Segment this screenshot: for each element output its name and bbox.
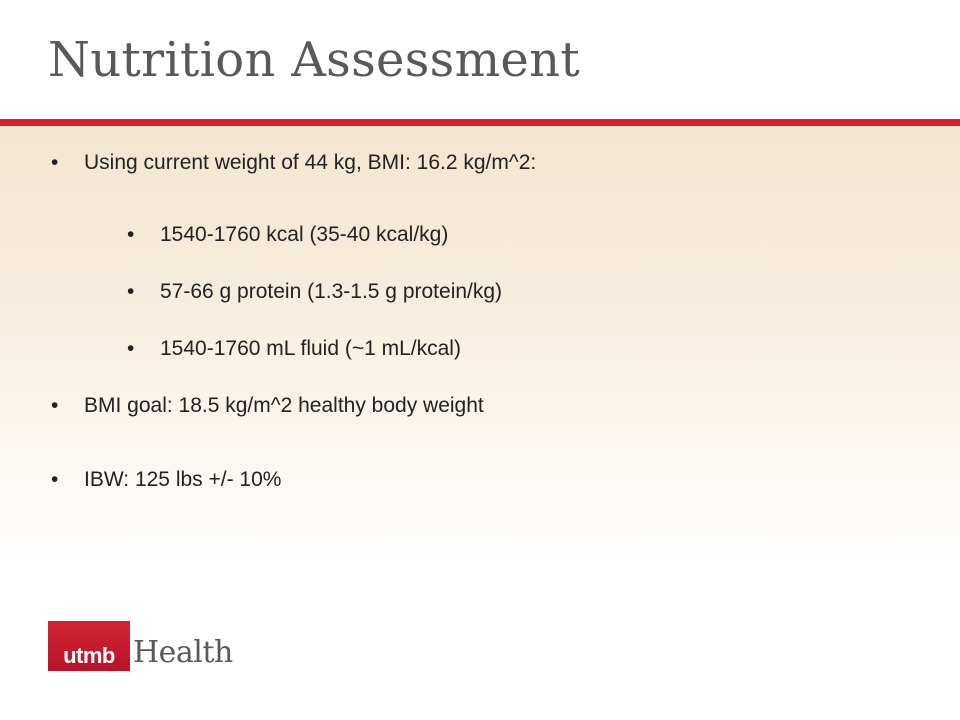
- bullet-item: • BMI goal: 18.5 kg/m^2 healthy body wei…: [51, 392, 484, 420]
- bullet-marker: •: [127, 337, 135, 360]
- content-panel: [0, 126, 960, 566]
- sub-bullet-item: • 1540-1760 kcal (35-40 kcal/kg): [127, 221, 449, 249]
- bullet-marker: •: [51, 394, 59, 417]
- logo-wordmark: Health: [133, 634, 233, 670]
- bullet-text: 1540-1760 mL fluid (~1 mL/kcal): [160, 337, 461, 360]
- bullet-marker: •: [51, 151, 59, 174]
- bullet-item: • Using current weight of 44 kg, BMI: 16…: [51, 149, 537, 177]
- utmb-health-logo: utmb Health: [48, 621, 233, 671]
- bullet-text: 1540-1760 kcal (35-40 kcal/kg): [160, 223, 449, 246]
- bullet-marker: •: [127, 280, 135, 303]
- bullet-text: 57-66 g protein (1.3-1.5 g protein/kg): [160, 280, 503, 303]
- logo-mark-text: utmb: [63, 643, 115, 668]
- sub-bullet-item: • 57-66 g protein (1.3-1.5 g protein/kg): [127, 278, 503, 306]
- bullet-text: BMI goal: 18.5 kg/m^2 healthy body weigh…: [84, 394, 484, 417]
- title-divider: [0, 119, 960, 126]
- bullet-marker: •: [51, 468, 59, 491]
- bullet-text: Using current weight of 44 kg, BMI: 16.2…: [84, 151, 537, 174]
- slide-title: Nutrition Assessment: [48, 32, 580, 88]
- sub-bullet-item: • 1540-1760 mL fluid (~1 mL/kcal): [127, 335, 461, 363]
- logo-mark: utmb: [48, 621, 130, 671]
- bullet-item: • IBW: 125 lbs +/- 10%: [51, 466, 282, 494]
- bullet-text: IBW: 125 lbs +/- 10%: [84, 468, 282, 491]
- bullet-marker: •: [127, 223, 135, 246]
